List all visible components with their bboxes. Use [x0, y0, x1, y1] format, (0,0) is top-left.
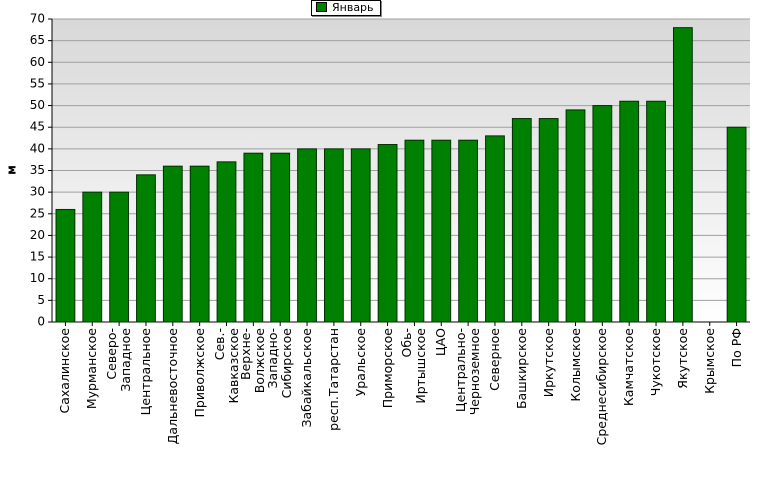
x-tick-label: Центральное: [137, 328, 153, 416]
bar: [350, 148, 371, 323]
x-tick-label: По РФ: [728, 328, 744, 368]
x-tick-label: Приволжское: [191, 328, 207, 418]
x-tick-label: Сахалинское: [57, 328, 73, 414]
x-tick-label: респ.Татарстан: [325, 328, 341, 431]
bar: [431, 139, 452, 323]
bar: [136, 174, 156, 323]
x-tick-label: Иркутское: [540, 328, 556, 398]
x-tick-label: Мурманское: [84, 328, 100, 410]
legend-swatch: [316, 2, 327, 12]
x-tick-label: Приморское: [379, 328, 395, 409]
bar: [458, 139, 479, 323]
bar: [726, 126, 747, 323]
bar: [377, 144, 398, 323]
y-tick-label: 15: [30, 250, 45, 264]
x-tick-label: Крымское: [701, 328, 717, 394]
x-tick-label: Верхне- Волжское: [238, 328, 268, 394]
y-tick-label: 55: [30, 76, 45, 90]
bar: [55, 208, 76, 323]
y-tick-label: 25: [30, 206, 45, 220]
x-tick-label: Дальневосточное: [164, 328, 180, 445]
y-tick-label: 45: [30, 120, 45, 134]
y-tick-label: 35: [30, 163, 45, 177]
x-tick-label: Северо- Западное: [104, 328, 134, 392]
y-tick-label: 20: [30, 228, 45, 242]
x-tick-label: Чукотское: [648, 328, 664, 397]
y-tick-label: 65: [30, 33, 45, 47]
y-tick-label: 70: [30, 12, 45, 26]
x-tick-label: Среднесибирское: [594, 328, 610, 446]
bar: [82, 191, 103, 323]
y-tick-label: 10: [30, 271, 45, 285]
y-tick-label: 30: [30, 185, 45, 199]
x-tick-label: Башкирское: [513, 328, 529, 410]
y-tick-label: 40: [30, 141, 45, 155]
bar: [646, 100, 666, 323]
x-tick-label: Северное: [486, 328, 502, 391]
x-tick-label: Колымское: [567, 328, 583, 402]
bar: [270, 152, 291, 323]
x-tick-label: Западно- Сибирское: [265, 328, 295, 399]
x-tick-label: Обь- Иртышское: [399, 328, 429, 404]
bar: [672, 27, 693, 323]
x-tick-label: Забайкальское: [299, 328, 315, 428]
y-tick-label: 60: [30, 55, 45, 69]
x-tick-label: Якутское: [674, 328, 690, 389]
bar: [189, 165, 210, 323]
bar: [485, 135, 505, 323]
bar: [511, 118, 532, 323]
bar: [565, 109, 586, 323]
x-tick-label: Сев.- Кавказское: [211, 328, 241, 404]
y-tick-label: 0: [37, 315, 45, 329]
x-tick-label: ЦАО: [433, 328, 449, 357]
legend-label: Январь: [332, 1, 374, 14]
x-tick-label: Камчатское: [621, 328, 637, 407]
legend: Январь: [311, 0, 381, 16]
bar: [619, 100, 640, 323]
bar: [297, 148, 317, 323]
bar: [323, 148, 344, 323]
bar: [538, 118, 559, 323]
x-tick-label: Уральское: [352, 328, 368, 397]
bar: [216, 161, 237, 323]
bar: [592, 105, 613, 323]
y-axis-label: м: [5, 165, 19, 175]
bar: [243, 152, 264, 323]
x-tick-label: Центрально- Черноземное: [453, 328, 483, 416]
y-tick-label: 50: [30, 98, 45, 112]
bar: [404, 139, 425, 323]
bar: [109, 191, 130, 323]
y-tick-label: 5: [37, 293, 45, 307]
bar: [162, 165, 183, 323]
